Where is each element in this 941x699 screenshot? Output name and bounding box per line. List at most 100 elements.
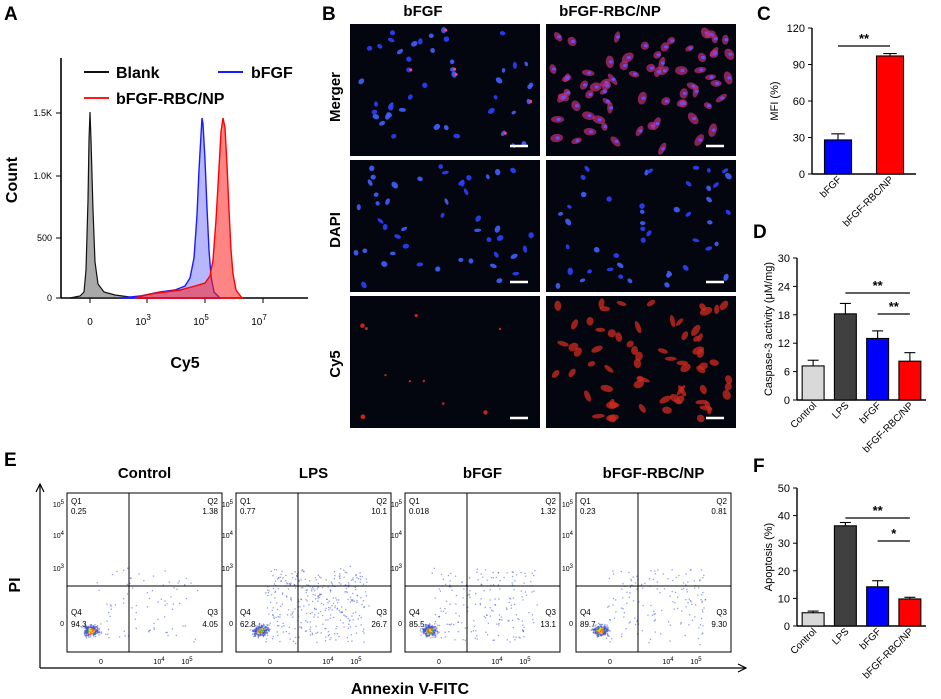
- event-dot: [464, 639, 467, 641]
- event-dot: [291, 573, 293, 575]
- event-dot: [328, 600, 330, 602]
- event-dot: [92, 634, 94, 636]
- event-dot: [341, 606, 343, 608]
- cell-nucleus: [428, 33, 434, 39]
- quadrant-percent: 10.1: [371, 507, 387, 516]
- event-dot: [489, 589, 491, 591]
- event-dot: [282, 622, 284, 625]
- event-dot: [327, 635, 330, 637]
- flow-y-tick: 103: [562, 564, 574, 573]
- cell-signal: [444, 28, 448, 32]
- event-dot: [345, 587, 347, 590]
- cell-nucleus: [713, 52, 718, 56]
- event-dot: [612, 604, 614, 606]
- event-dot: [356, 577, 358, 579]
- event-dot: [444, 583, 447, 586]
- cy5-signal: [696, 348, 705, 358]
- event-dot: [311, 588, 313, 590]
- event-dot: [116, 570, 118, 573]
- event-dot: [352, 592, 354, 595]
- event-dot: [84, 631, 86, 633]
- event-dot-dense: [429, 629, 432, 631]
- event-dot: [485, 631, 487, 633]
- event-dot-dense: [427, 629, 430, 632]
- event-dot-dense: [595, 630, 598, 632]
- quadrant-percent: 0.77: [240, 507, 256, 516]
- event-dot-dense: [430, 631, 433, 634]
- event-dot: [518, 618, 520, 621]
- event-dot: [484, 617, 487, 619]
- event-dot: [267, 585, 269, 588]
- event-dot: [260, 633, 262, 635]
- event-dot: [349, 596, 352, 598]
- cell-nucleus: [712, 182, 719, 188]
- event-dot: [88, 626, 90, 629]
- y-tick-label: 40: [778, 511, 790, 523]
- event-dot: [498, 598, 500, 600]
- event-dot: [474, 637, 476, 639]
- cell-nucleus: [613, 253, 620, 259]
- event-dot: [434, 626, 436, 628]
- event-dot-dense: [259, 629, 262, 632]
- event-dot: [636, 588, 638, 590]
- event-dot: [85, 627, 87, 630]
- event-dot: [177, 582, 179, 584]
- event-dot: [449, 624, 451, 626]
- event-dot: [313, 607, 316, 610]
- flow-x-tick: 105: [519, 657, 531, 666]
- event-dot: [492, 639, 494, 641]
- event-dot: [98, 627, 100, 630]
- event-dot: [361, 603, 363, 606]
- event-dot: [108, 637, 110, 639]
- cy5-signal: [676, 360, 688, 366]
- cell-nucleus: [611, 77, 616, 81]
- event-dot: [654, 573, 656, 575]
- cell-nucleus: [369, 165, 375, 172]
- event-dot: [358, 614, 361, 617]
- event-dot-dense: [257, 631, 260, 633]
- cell-nucleus: [580, 174, 586, 180]
- event-dot: [422, 631, 425, 633]
- event-dot: [436, 633, 438, 635]
- event-dot: [654, 631, 656, 633]
- event-dot: [340, 583, 342, 585]
- event-dot: [477, 579, 479, 581]
- event-dot-dense: [261, 628, 263, 630]
- event-dot: [652, 578, 654, 581]
- event-dot: [275, 569, 278, 571]
- event-dot: [515, 636, 517, 638]
- cell-nucleus: [494, 225, 501, 233]
- event-dot: [473, 625, 476, 627]
- event-dot: [304, 630, 307, 632]
- event-dot: [290, 614, 292, 616]
- event-dot: [83, 630, 86, 632]
- event-dot: [691, 619, 694, 621]
- cell-nucleus: [375, 201, 380, 206]
- event-dot: [421, 627, 423, 630]
- event-dot: [90, 626, 93, 629]
- quadrant-percent: 0.81: [711, 507, 727, 516]
- event-dot: [603, 626, 605, 629]
- event-dot: [86, 627, 88, 629]
- event-dot: [263, 627, 266, 629]
- event-dot: [701, 600, 703, 602]
- event-dot: [335, 628, 337, 630]
- event-dot: [604, 626, 607, 628]
- event-dot: [299, 606, 301, 608]
- event-dot: [435, 636, 437, 638]
- event-dot: [362, 583, 365, 585]
- event-dot: [494, 598, 496, 600]
- event-dot: [300, 598, 302, 601]
- cell-nucleus: [727, 76, 732, 80]
- event-dot: [501, 619, 503, 621]
- event-dot: [593, 632, 595, 634]
- event-dot-dense: [597, 630, 599, 633]
- event-dot: [334, 606, 336, 609]
- flow-plots: ControlQ10.25Q21.38Q494.3Q34.05105104103…: [53, 465, 732, 666]
- event-dot: [322, 623, 324, 625]
- event-dot: [283, 625, 285, 627]
- event-dot: [356, 600, 358, 602]
- event-dot: [694, 604, 697, 606]
- event-dot: [322, 604, 325, 606]
